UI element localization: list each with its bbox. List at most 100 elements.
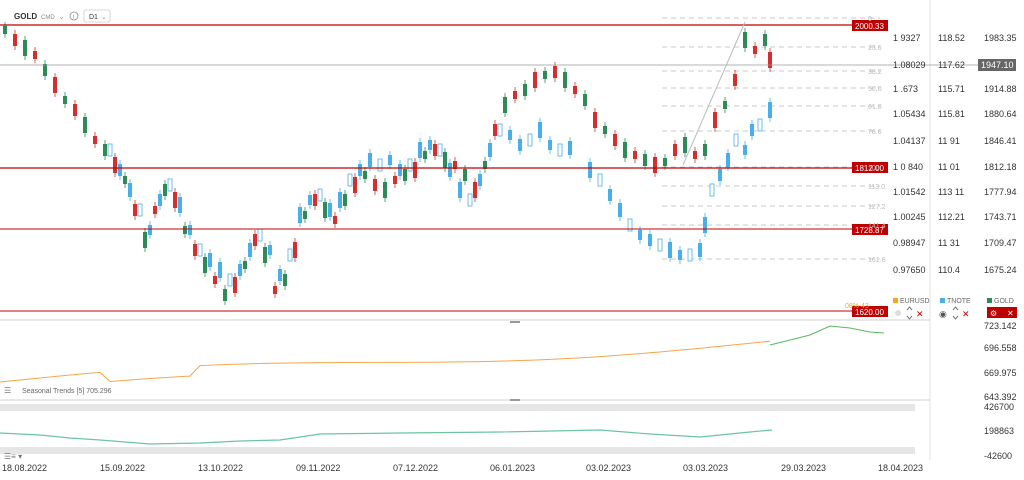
candle-body-hollow	[597, 173, 603, 187]
candle-body	[588, 162, 592, 178]
date-axis-label: 18.04.2023	[878, 463, 923, 473]
candle-body	[338, 192, 342, 208]
oscillator-axis-label: 643.392	[984, 392, 1017, 402]
legend-tnote[interactable]: TNOTE ◉ ✕	[939, 298, 971, 320]
fib-label: 0	[868, 16, 872, 23]
date-axis-label: 07.12.2022	[393, 463, 438, 473]
tnote-axis: 118.52 117.62 115.71 115.81 11 91 11 01 113 11…	[938, 33, 965, 275]
tnote-axis-label: 113 11	[938, 187, 964, 197]
svg-text:1620.00: 1620.00	[855, 308, 884, 317]
candle-body	[648, 234, 652, 246]
svg-text:2000.33: 2000.33	[855, 22, 884, 31]
legend-gold[interactable]: GOLD ⚙ ✕	[987, 298, 1017, 318]
fib-label: 78.6	[868, 129, 882, 136]
fib-trend-line[interactable]	[682, 21, 746, 166]
candle-body	[33, 51, 37, 59]
candle-body-hollow	[657, 238, 663, 252]
candle-body	[388, 155, 392, 165]
candle-body-hollow	[137, 203, 143, 217]
candle-body	[508, 130, 512, 140]
fib-label: 113.0	[868, 184, 885, 191]
info-icon[interactable]	[69, 11, 79, 21]
candle-body	[618, 203, 622, 217]
candle-body	[743, 145, 747, 155]
candle-body	[188, 225, 192, 235]
candle-body	[723, 101, 727, 109]
level-tag-2000[interactable]: 2000.33	[852, 20, 888, 31]
arrows-icon[interactable]	[952, 306, 959, 320]
legend-eurusd[interactable]: EURUSD ✕	[893, 298, 930, 320]
candle-body	[133, 204, 137, 216]
gold-controls[interactable]	[987, 307, 1017, 318]
level-tag-1620[interactable]: 1620.00	[852, 306, 888, 317]
candle-body	[593, 112, 597, 128]
candle-body-hollow	[527, 133, 533, 147]
candle-body	[413, 162, 417, 178]
candle-body	[178, 197, 182, 213]
fibonacci-levels	[662, 17, 880, 260]
candle-body	[428, 140, 432, 150]
fib-label: 50.0	[868, 86, 882, 93]
candle-body-hollow	[557, 143, 563, 157]
level-tag-1728[interactable]: 1728.87	[852, 224, 888, 235]
date-axis-label: 03.03.2023	[683, 463, 728, 473]
date-axis-label: 15.09.2022	[100, 463, 145, 473]
price-axis-label: 1709.47	[984, 238, 1017, 248]
candle-body	[93, 136, 97, 144]
candle-body-hollow	[757, 118, 763, 132]
candle-body	[23, 40, 27, 56]
svg-text:1728.87: 1728.87	[855, 226, 884, 235]
candle-body-hollow	[167, 178, 173, 192]
close-icon[interactable]: ✕	[916, 309, 924, 319]
lower-indicator-line	[0, 429, 773, 445]
candle-body	[148, 225, 152, 235]
eurusd-axis-label: 1.00245	[893, 212, 926, 222]
candle-body	[608, 189, 612, 201]
arrows-icon[interactable]	[906, 306, 913, 320]
resize-handle[interactable]	[510, 321, 520, 323]
candle-body	[13, 34, 17, 46]
candle-body	[118, 164, 122, 176]
candle-body	[193, 244, 197, 256]
candle-body-hollow	[709, 183, 715, 197]
tnote-axis-label: 117.62	[938, 60, 965, 70]
level-tag-1812[interactable]: 1812.00	[852, 162, 888, 173]
fib-label: 38.2	[868, 69, 882, 76]
instrument-type: CMD	[41, 15, 55, 21]
candle-body-hollow	[317, 188, 323, 202]
candle-body	[753, 46, 757, 54]
chevron-down-icon[interactable]: ⌄	[101, 14, 107, 21]
candle-body	[623, 142, 627, 158]
fib-label: 61.8	[868, 104, 882, 111]
candle-body-hollow	[733, 133, 739, 147]
indicator-menu-icon[interactable]: ☰	[4, 386, 11, 395]
date-axis-label: 09.11.2022	[296, 463, 340, 473]
candle-body	[63, 96, 67, 104]
eurusd-axis-label: 1 .673	[893, 84, 918, 94]
candle-body	[333, 216, 337, 224]
symbol-label[interactable]: GOLD	[14, 12, 37, 21]
close-icon[interactable]: ✕	[1007, 309, 1014, 318]
chevron-down-icon[interactable]: ⌄	[58, 12, 65, 21]
candle-body	[518, 139, 522, 151]
eye-icon[interactable]	[895, 310, 901, 316]
candle-body	[123, 176, 127, 184]
tnote-axis-label: 112.21	[938, 212, 965, 222]
candle-body	[163, 184, 167, 196]
indicator-menu-icon[interactable]: ☰≡ ▾	[4, 452, 22, 461]
timeframe-selector[interactable]	[83, 9, 111, 23]
resize-handle[interactable]	[510, 399, 520, 401]
candle-body	[573, 86, 577, 94]
candle-body	[268, 245, 272, 255]
close-icon[interactable]: ✕	[962, 309, 970, 319]
eye-icon[interactable]: ◉	[939, 309, 947, 319]
candle-body	[358, 164, 362, 176]
candle-body	[273, 286, 277, 294]
candle-body	[458, 182, 462, 198]
current-price-tag: 1947.10	[978, 59, 1016, 71]
candle-body	[183, 226, 187, 234]
settings-icon[interactable]: ⚙	[990, 309, 997, 318]
candle-body-hollow	[347, 173, 353, 187]
candle-body	[743, 32, 747, 48]
